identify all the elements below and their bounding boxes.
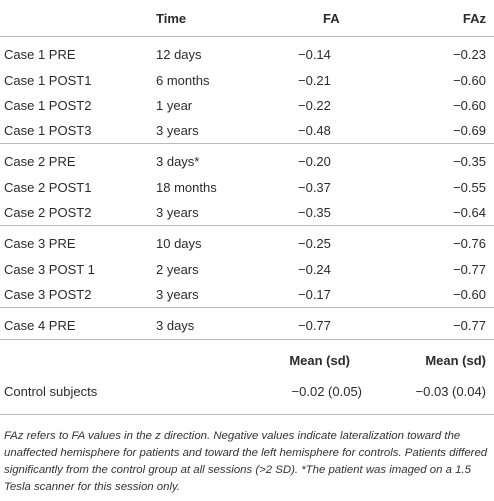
row-label: Case 1 PRE [0,36,156,68]
row-faz: −0.60 [453,73,486,88]
control-mean-header-row: Mean (sd) Mean (sd) [0,339,494,378]
row-faz: −0.55 [453,180,486,195]
results-table: Time FA FAz Case 1 PRE 12 days −0.14 −0.… [0,1,494,415]
row-label: Case 4 PRE [0,307,156,340]
header-time: Time [156,11,187,26]
row-time: 2 years [156,262,199,277]
row-time: 6 months [156,73,210,88]
control-mean-header-faz: Mean (sd) [370,339,494,378]
row-faz: −0.77 [370,307,494,340]
row-label: Case 3 PRE [0,225,156,257]
row-label: Case 1 POST1 [4,73,92,88]
table-row: Case 1 PRE 12 days −0.14 −0.23 [0,36,494,68]
table-row: Case 3 PRE 10 days −0.25 −0.76 [0,225,494,257]
row-time: 1 year [156,98,193,113]
table-row: Case 2 POST2 3 years −0.35 −0.64 [0,200,494,226]
row-time: 3 days [156,307,286,340]
row-time: 3 years [156,123,199,138]
row-faz: −0.76 [370,225,494,257]
row-label: Case 2 POST2 [4,205,92,220]
control-label: Control subjects [4,383,98,399]
control-mean-header-fa: Mean (sd) [286,339,370,378]
table-row: Case 2 PRE 3 days* −0.20 −0.35 [0,143,494,175]
table-row: Case 4 PRE 3 days −0.77 −0.77 [0,307,494,340]
row-fa: −0.48 [298,123,331,138]
row-fa: −0.37 [298,180,331,195]
row-time: 12 days [156,36,286,68]
row-time: 3 days* [156,143,286,175]
row-label: Case 1 POST2 [4,98,92,113]
row-time: 10 days [156,225,286,257]
table-row: Case 1 POST3 3 years −0.48 −0.69 [0,118,494,144]
row-fa: −0.24 [298,262,331,277]
table-row: Case 3 POST 1 2 years −0.24 −0.77 [0,257,494,282]
header-label [0,1,156,37]
row-label: Case 3 POST 1 [4,262,95,277]
header-faz: FAz [462,11,486,26]
row-faz: −0.35 [370,143,494,175]
row-fa: −0.25 [286,225,370,257]
row-time: 3 years [156,205,199,220]
header-fa: FA [323,11,340,26]
row-faz: −0.77 [453,262,486,277]
row-faz: −0.64 [453,205,486,220]
row-label: Case 2 PRE [0,143,156,175]
row-fa: −0.20 [286,143,370,175]
row-fa: −0.14 [286,36,370,68]
row-fa: −0.35 [298,205,331,220]
control-faz: −0.03 (0.04) [415,383,486,399]
row-fa: −0.17 [298,287,331,302]
control-subjects-row: Control subjects −0.02 (0.05) −0.03 (0.0… [0,378,494,404]
table-row: Case 1 POST1 6 months −0.21 −0.60 [0,68,494,93]
row-label: Case 1 POST3 [4,123,92,138]
row-time: 18 months [156,180,217,195]
table-header-row: Time FA FAz [0,1,494,37]
table-row: Case 2 POST1 18 months −0.37 −0.55 [0,175,494,200]
row-fa: −0.22 [298,98,331,113]
row-faz: −0.23 [370,36,494,68]
row-label: Case 3 POST2 [4,287,92,302]
row-faz: −0.69 [453,123,486,138]
row-fa: −0.77 [286,307,370,340]
table-footnote: FAz refers to FA values in the z directi… [4,430,488,493]
row-label: Case 2 POST1 [4,180,92,195]
row-fa: −0.21 [298,73,331,88]
control-fa: −0.02 (0.05) [291,383,362,399]
row-time: 3 years [156,287,199,302]
row-faz: −0.60 [453,287,486,302]
table-row: Case 3 POST2 3 years −0.17 −0.60 [0,282,494,308]
row-faz: −0.60 [453,98,486,113]
table-bottom-rule [0,404,494,415]
table-row: Case 1 POST2 1 year −0.22 −0.60 [0,93,494,118]
